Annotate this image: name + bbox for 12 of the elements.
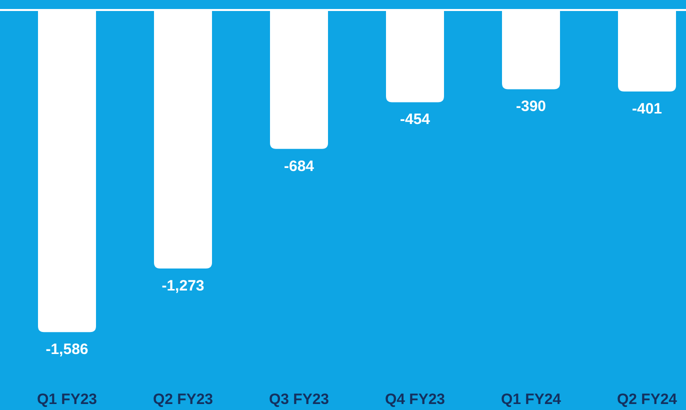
x-tick-label: Q1 FY23 bbox=[36, 391, 98, 408]
x-tick-label: Q4 FY23 bbox=[384, 391, 446, 408]
x-tick-label: Q2 FY24 bbox=[616, 391, 678, 408]
data-label: -454 bbox=[400, 111, 431, 128]
data-label: -684 bbox=[284, 158, 315, 175]
x-tick-label: Q1 FY24 bbox=[500, 391, 562, 408]
x-tick-label: Q2 FY23 bbox=[152, 391, 214, 408]
data-label: -390 bbox=[516, 98, 546, 116]
data-label: -401 bbox=[632, 100, 662, 118]
data-label: -1,586 bbox=[46, 341, 88, 358]
x-tick-label: Q3 FY23 bbox=[268, 391, 330, 408]
data-label: -1,273 bbox=[162, 278, 204, 295]
